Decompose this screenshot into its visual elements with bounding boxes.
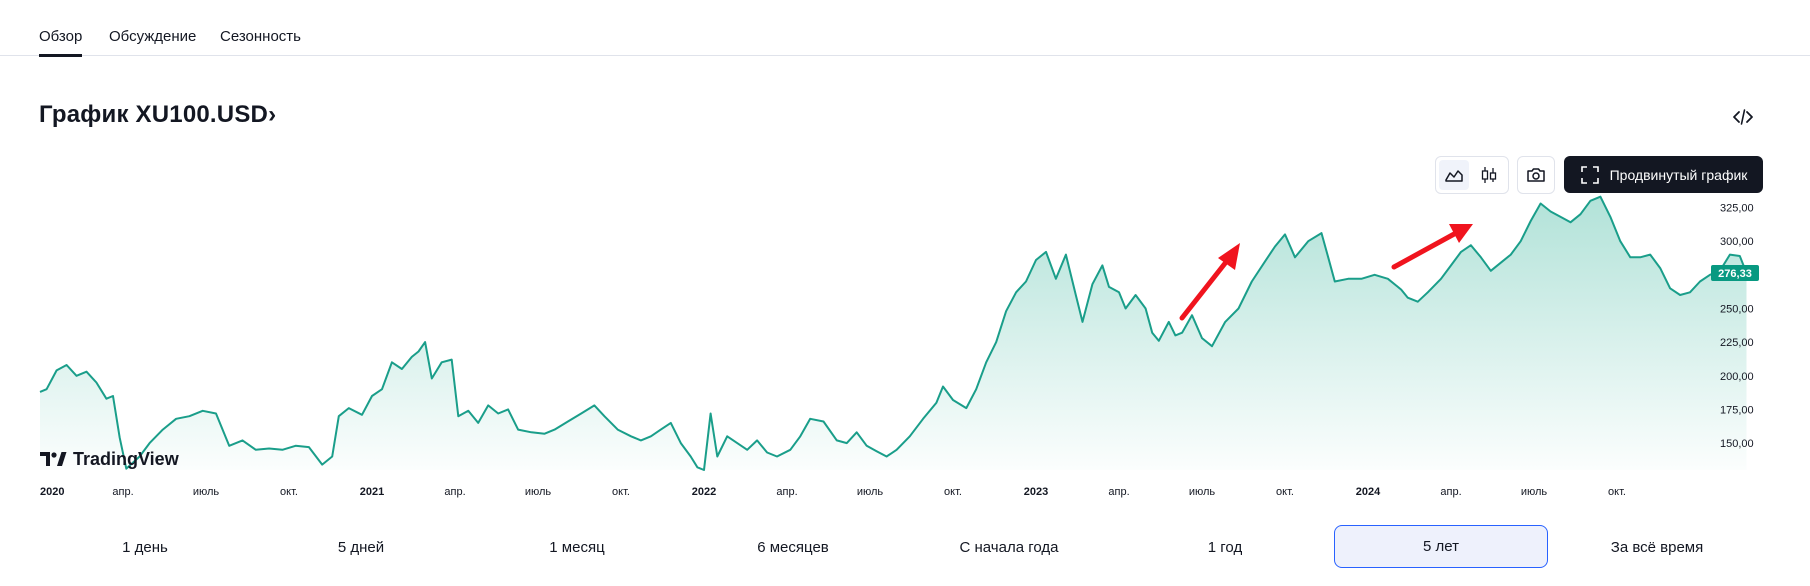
y-tick-label: 325,00	[1720, 203, 1754, 215]
period-1m[interactable]: 1 месяц	[549, 539, 605, 556]
tradingview-logo-icon	[40, 452, 67, 466]
period-ytd[interactable]: С начала года	[959, 539, 1059, 556]
snapshot-button[interactable]	[1517, 156, 1555, 194]
y-tick-label: 225,00	[1720, 337, 1754, 349]
tradingview-logo-text: TradingView	[73, 449, 180, 469]
x-tick-label: апр.	[444, 486, 465, 498]
chart-style-toggle	[1435, 156, 1509, 194]
area-chart-button[interactable]	[1439, 160, 1469, 190]
area-chart-icon	[1445, 170, 1463, 182]
x-tick-label: окт.	[1608, 486, 1626, 498]
x-tick-label: окт.	[1276, 486, 1294, 498]
x-tick-label: июль	[857, 486, 884, 498]
fullscreen-icon	[1580, 165, 1599, 184]
y-tick-label: 150,00	[1720, 438, 1754, 450]
page-title-text: График XU100.USD	[39, 101, 269, 128]
tab-seasonality[interactable]: Сезонность	[220, 28, 301, 45]
y-tick-label: 200,00	[1720, 371, 1754, 383]
x-tick-label: июль	[1521, 486, 1548, 498]
annotation-arrow-1	[1179, 243, 1240, 321]
x-tick-label: окт.	[280, 486, 298, 498]
camera-icon	[1527, 168, 1545, 182]
advanced-chart-button[interactable]: Продвинутый график	[1564, 156, 1763, 193]
page-title[interactable]: График XU100.USD›	[39, 101, 276, 129]
svg-text:276,33: 276,33	[1718, 268, 1752, 280]
x-tick-label: апр.	[112, 486, 133, 498]
y-tick-label: 175,00	[1720, 404, 1754, 416]
x-tick-label: 2022	[692, 486, 716, 498]
x-tick-label: 2020	[40, 486, 64, 498]
candlestick-icon	[1481, 167, 1497, 183]
x-tick-label: апр.	[1440, 486, 1461, 498]
price-line	[39, 195, 1748, 471]
x-tick-label: 2023	[1024, 486, 1048, 498]
price-chart[interactable]: 325,00300,00275,00250,00225,00200,00175,…	[0, 190, 1810, 510]
tab-discussion[interactable]: Обсуждение	[109, 28, 197, 45]
period-5d[interactable]: 5 дней	[337, 539, 385, 556]
candles-chart-button[interactable]	[1474, 160, 1504, 190]
x-tick-label: июль	[525, 486, 552, 498]
code-embed-icon[interactable]	[1730, 104, 1756, 130]
period-5y[interactable]: 5 лет	[1334, 525, 1548, 568]
advanced-chart-label: Продвинутый график	[1609, 166, 1748, 183]
last-price-label: 276,33	[1711, 265, 1759, 281]
tab-overview[interactable]: Обзор	[39, 28, 83, 57]
x-tick-label: 2024	[1356, 486, 1381, 498]
tab-bar: Обзор Обсуждение Сезонность	[0, 0, 1810, 57]
x-tick-label: июль	[193, 486, 220, 498]
x-tick-label: окт.	[612, 486, 630, 498]
title-chevron: ›	[268, 101, 277, 128]
x-tick-label: июль	[1189, 486, 1216, 498]
price-area-fill	[40, 196, 1747, 470]
y-tick-label: 300,00	[1720, 236, 1754, 248]
period-1y[interactable]: 1 год	[1207, 539, 1243, 556]
period-all[interactable]: За всё время	[1610, 539, 1704, 556]
annotation-arrow-2	[1391, 224, 1473, 270]
x-tick-label: 2021	[360, 486, 384, 498]
period-6m[interactable]: 6 месяцев	[757, 539, 829, 556]
period-1d[interactable]: 1 день	[122, 539, 168, 556]
x-tick-label: апр.	[776, 486, 797, 498]
x-tick-label: апр.	[1108, 486, 1129, 498]
tradingview-logo: TradingView	[40, 449, 180, 469]
x-tick-label: окт.	[944, 486, 962, 498]
y-tick-label: 250,00	[1720, 304, 1754, 316]
